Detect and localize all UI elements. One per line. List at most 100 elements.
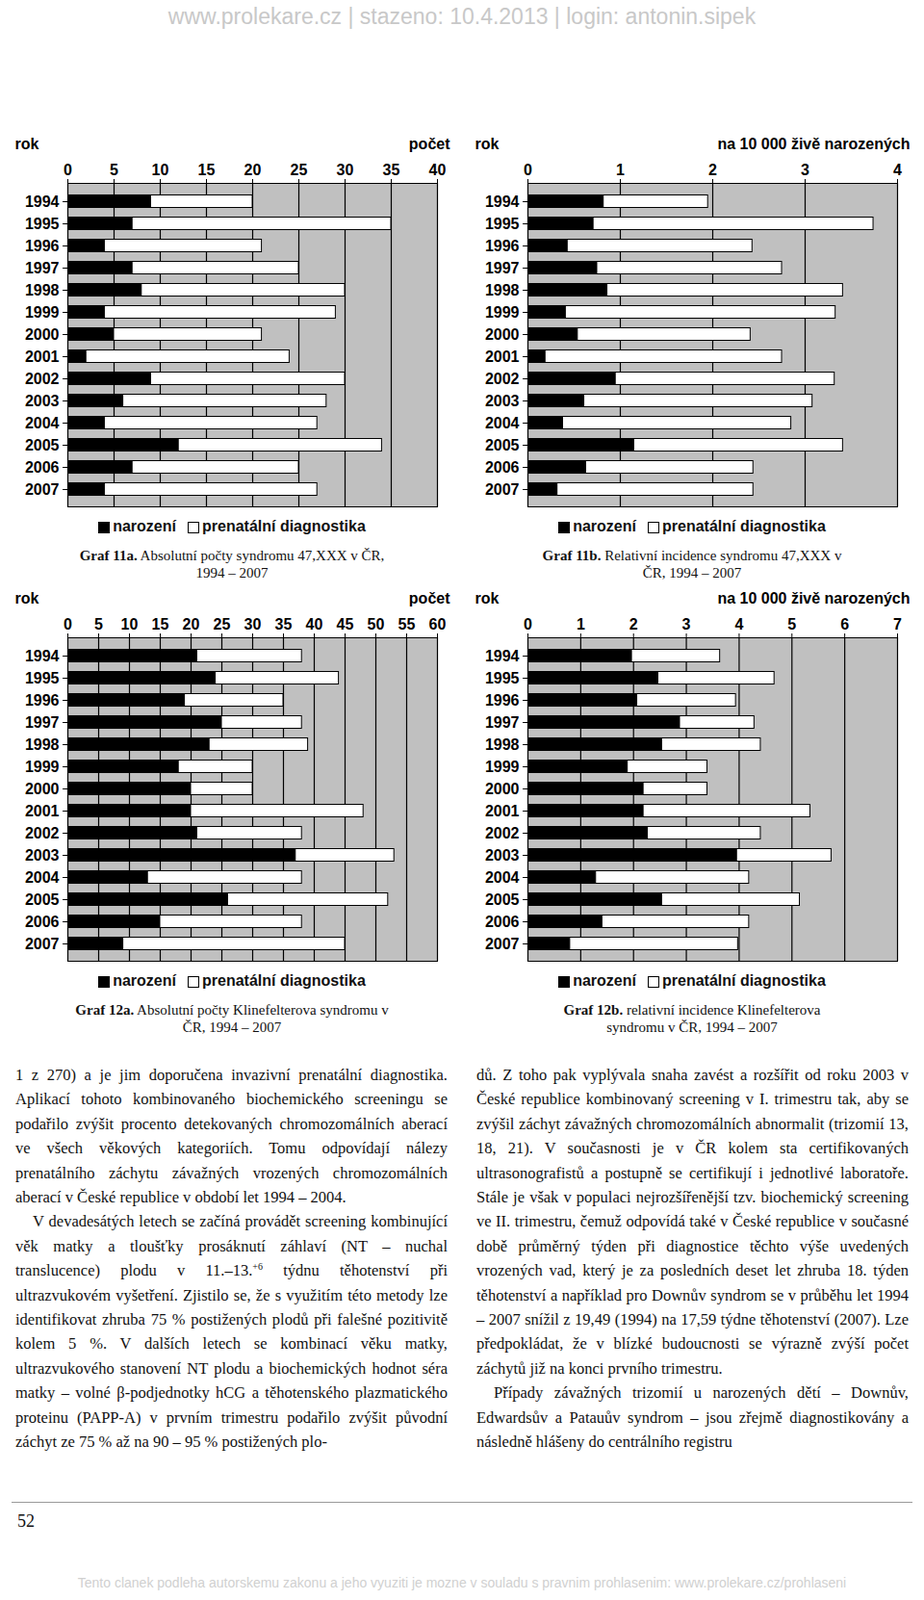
svg-text:1995: 1995 bbox=[25, 669, 60, 687]
svg-text:1998: 1998 bbox=[485, 282, 520, 299]
svg-text:1996: 1996 bbox=[25, 692, 60, 709]
svg-text:4: 4 bbox=[734, 616, 744, 633]
svg-text:2001: 2001 bbox=[25, 348, 60, 365]
svg-text:2007: 2007 bbox=[485, 935, 520, 952]
svg-text:2000: 2000 bbox=[25, 326, 60, 343]
svg-text:2: 2 bbox=[629, 616, 639, 633]
svg-text:1994: 1994 bbox=[485, 193, 520, 210]
svg-text:10: 10 bbox=[121, 616, 139, 633]
svg-text:40: 40 bbox=[306, 616, 324, 633]
svg-text:25: 25 bbox=[213, 616, 231, 633]
svg-text:2006: 2006 bbox=[25, 913, 60, 930]
svg-text:20: 20 bbox=[182, 616, 201, 633]
svg-text:2000: 2000 bbox=[485, 326, 520, 343]
svg-text:2005: 2005 bbox=[25, 436, 60, 454]
svg-text:počet: počet bbox=[409, 590, 451, 607]
svg-text:2003: 2003 bbox=[25, 847, 60, 864]
svg-text:2007: 2007 bbox=[25, 935, 60, 952]
svg-text:1995: 1995 bbox=[25, 215, 60, 232]
svg-text:3: 3 bbox=[682, 616, 692, 633]
svg-text:počet: počet bbox=[409, 135, 451, 153]
svg-text:1997: 1997 bbox=[25, 714, 60, 731]
svg-text:2003: 2003 bbox=[485, 392, 520, 410]
svg-text:1999: 1999 bbox=[485, 304, 520, 321]
svg-text:25: 25 bbox=[290, 161, 308, 179]
svg-text:2001: 2001 bbox=[485, 802, 520, 820]
svg-text:20: 20 bbox=[244, 161, 262, 179]
svg-text:2004: 2004 bbox=[25, 414, 60, 432]
svg-text:1996: 1996 bbox=[25, 237, 60, 255]
svg-text:2005: 2005 bbox=[25, 891, 60, 908]
svg-text:rok: rok bbox=[15, 590, 40, 607]
svg-text:2: 2 bbox=[708, 161, 718, 179]
svg-text:1999: 1999 bbox=[485, 758, 520, 775]
svg-text:5: 5 bbox=[109, 161, 119, 179]
svg-text:50: 50 bbox=[367, 616, 385, 633]
svg-text:6: 6 bbox=[840, 616, 849, 633]
svg-text:1: 1 bbox=[616, 161, 625, 179]
svg-text:30: 30 bbox=[336, 161, 355, 179]
svg-text:2002: 2002 bbox=[25, 824, 60, 842]
svg-text:5: 5 bbox=[787, 616, 796, 633]
svg-text:1998: 1998 bbox=[485, 736, 520, 753]
svg-text:1998: 1998 bbox=[25, 282, 60, 299]
svg-text:2006: 2006 bbox=[485, 913, 520, 930]
svg-text:2003: 2003 bbox=[485, 847, 520, 864]
svg-text:2004: 2004 bbox=[485, 414, 520, 432]
svg-text:1995: 1995 bbox=[485, 215, 520, 232]
svg-text:rok: rok bbox=[475, 590, 500, 607]
svg-text:7: 7 bbox=[893, 616, 902, 633]
svg-text:1997: 1997 bbox=[25, 259, 60, 277]
svg-text:1994: 1994 bbox=[485, 647, 520, 665]
svg-text:na 10 000 živě narozených: na 10 000 živě narozených bbox=[717, 590, 910, 607]
svg-text:1: 1 bbox=[576, 616, 586, 633]
svg-text:45: 45 bbox=[336, 616, 355, 633]
svg-text:0: 0 bbox=[523, 161, 533, 179]
svg-text:1999: 1999 bbox=[25, 758, 60, 775]
svg-text:2002: 2002 bbox=[485, 824, 520, 842]
svg-text:0: 0 bbox=[63, 161, 73, 179]
svg-text:1999: 1999 bbox=[25, 304, 60, 321]
svg-text:2000: 2000 bbox=[485, 780, 520, 797]
svg-text:35: 35 bbox=[275, 616, 293, 633]
svg-text:2002: 2002 bbox=[25, 370, 60, 387]
svg-text:2004: 2004 bbox=[485, 869, 520, 886]
svg-text:0: 0 bbox=[523, 616, 533, 633]
svg-text:10: 10 bbox=[152, 161, 170, 179]
svg-text:30: 30 bbox=[244, 616, 262, 633]
svg-text:1995: 1995 bbox=[485, 669, 520, 687]
svg-text:1994: 1994 bbox=[25, 647, 60, 665]
svg-text:1996: 1996 bbox=[485, 237, 520, 255]
svg-text:40: 40 bbox=[429, 161, 447, 179]
svg-text:rok: rok bbox=[475, 135, 500, 153]
svg-text:2005: 2005 bbox=[485, 436, 520, 454]
svg-text:2001: 2001 bbox=[485, 348, 520, 365]
svg-text:3: 3 bbox=[800, 161, 810, 179]
svg-text:na 10 000 živě narozených: na 10 000 živě narozených bbox=[717, 135, 910, 153]
svg-text:1996: 1996 bbox=[485, 692, 520, 709]
svg-text:5: 5 bbox=[94, 616, 103, 633]
svg-text:55: 55 bbox=[398, 616, 416, 633]
svg-text:1997: 1997 bbox=[485, 714, 520, 731]
svg-text:2006: 2006 bbox=[25, 459, 60, 476]
svg-text:0: 0 bbox=[63, 616, 73, 633]
svg-text:15: 15 bbox=[152, 616, 170, 633]
svg-text:2005: 2005 bbox=[485, 891, 520, 908]
svg-text:1994: 1994 bbox=[25, 193, 60, 210]
svg-text:4: 4 bbox=[893, 161, 902, 179]
svg-text:2007: 2007 bbox=[485, 481, 520, 498]
svg-text:rok: rok bbox=[15, 135, 40, 153]
svg-text:60: 60 bbox=[429, 616, 447, 633]
svg-text:1998: 1998 bbox=[25, 736, 60, 753]
svg-text:15: 15 bbox=[198, 161, 216, 179]
svg-text:1997: 1997 bbox=[485, 259, 520, 277]
svg-text:2000: 2000 bbox=[25, 780, 60, 797]
html-text:dů. Z toho pak vyplývala snaha: dů. Z toho pak vyplývala snaha zavést a … bbox=[476, 1065, 909, 1378]
svg-text:2002: 2002 bbox=[485, 370, 520, 387]
svg-text:35: 35 bbox=[383, 161, 401, 179]
svg-text:2007: 2007 bbox=[25, 481, 60, 498]
svg-text:2003: 2003 bbox=[25, 392, 60, 410]
svg-text:2004: 2004 bbox=[25, 869, 60, 886]
svg-text:2001: 2001 bbox=[25, 802, 60, 820]
svg-text:2006: 2006 bbox=[485, 459, 520, 476]
